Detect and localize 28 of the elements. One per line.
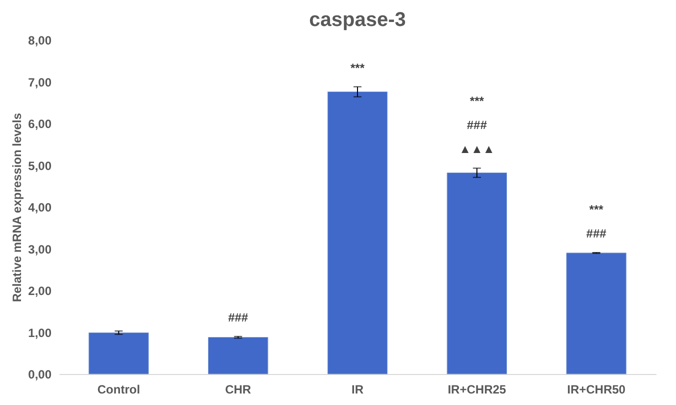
annotation: ***: [350, 60, 365, 75]
bar: [327, 92, 388, 374]
x-tick-label: Control: [97, 382, 140, 396]
y-tick-label: 8,00: [28, 34, 52, 48]
x-tick-label: IR: [352, 382, 364, 396]
annotation: ***: [470, 94, 484, 108]
y-tick-label: 2,00: [28, 284, 52, 298]
y-tick-label: 3,00: [28, 242, 52, 256]
bar: [446, 172, 507, 374]
y-axis-title: Relative mRNA expression levels: [10, 112, 24, 302]
chart-title: caspase-3: [309, 9, 406, 31]
y-tick-label: 5,00: [28, 158, 52, 173]
annotation: ###: [228, 310, 248, 324]
bar: [208, 337, 268, 374]
x-tick-label: IR+CHR50: [567, 382, 626, 396]
annotation: ***: [589, 202, 604, 217]
y-tick-label: 7,00: [28, 75, 52, 90]
annotation: ###: [586, 226, 607, 241]
bar: [566, 252, 626, 374]
annotation: ▲▲▲: [459, 142, 495, 156]
annotation: ###: [466, 118, 488, 132]
x-tick-label: CHR: [225, 382, 252, 396]
y-tick-label: 6,00: [28, 117, 52, 131]
bar: [88, 332, 149, 374]
y-tick-label: 0,00: [28, 368, 52, 382]
x-tick-label: IR+CHR25: [448, 382, 506, 396]
y-tick-label: 4,00: [28, 200, 52, 214]
y-tick-label: 1,00: [28, 326, 52, 340]
